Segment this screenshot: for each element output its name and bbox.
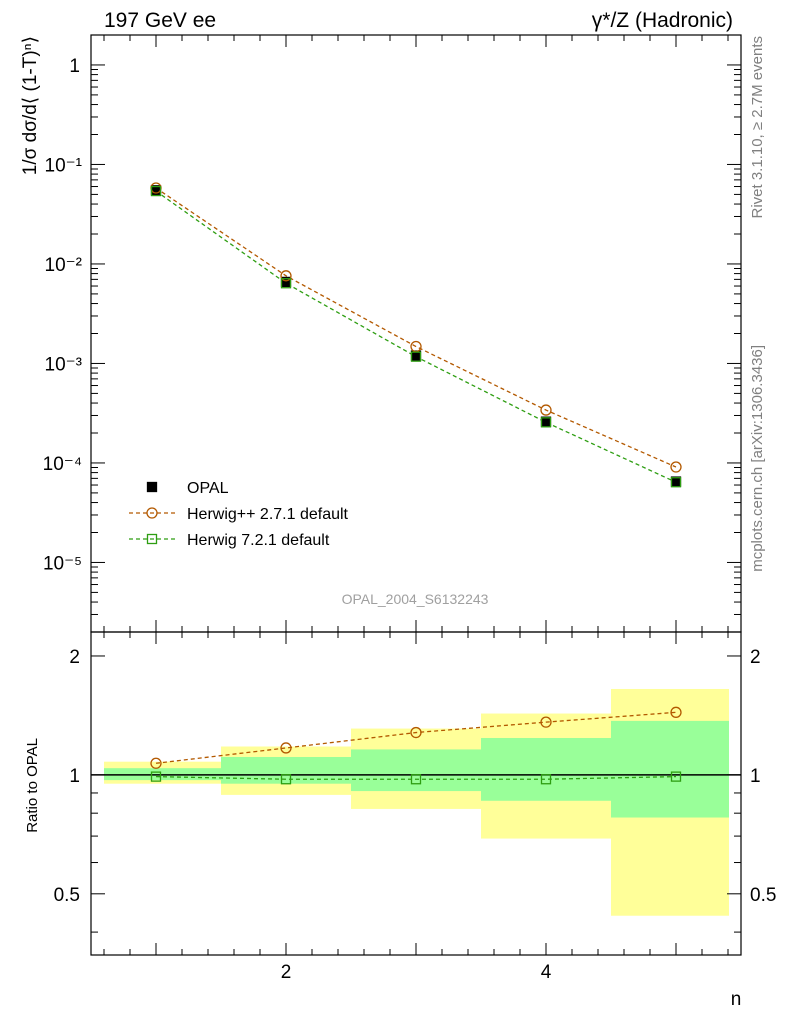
main-y-axis-label: 1/σ dσ/d⟨ (1-T)ⁿ⟩	[20, 36, 41, 175]
herwig7-point	[150, 185, 162, 197]
y-tick-label: 10⁻⁵	[43, 553, 82, 574]
x-tick-label: 2	[281, 962, 292, 983]
herwig7-ratio-point	[540, 774, 552, 785]
left-title: 197 GeV ee	[104, 9, 216, 32]
herwig7-ratio-point	[670, 771, 682, 782]
band-inner-3	[351, 749, 481, 792]
ratio-y-axis-label: Ratio to OPAL	[24, 738, 41, 833]
herwig7-ratio-point	[410, 774, 422, 785]
legend-opal-marker	[146, 481, 158, 493]
herwigpp-ratio-point	[540, 716, 552, 728]
herwigpp-point	[280, 270, 292, 282]
ratio-y-tick-label-right: 0.5	[750, 885, 776, 906]
herwigpp-ratio-point	[410, 726, 422, 739]
y-tick-label: 10⁻²	[45, 255, 83, 276]
herwig7-point	[540, 417, 552, 428]
opal-point	[540, 416, 552, 427]
band-inner-4	[481, 737, 611, 801]
x-tick-label: 4	[541, 962, 552, 983]
y-tick-label: 10⁻³	[45, 354, 83, 375]
analysis-id-label: OPAL_2004_S6132243	[342, 591, 489, 607]
ratio-y-tick-label-left: 0.5	[54, 885, 80, 906]
herwig7-ratio-point	[280, 774, 292, 785]
legend-label: OPAL	[187, 480, 229, 497]
band-inner-2	[221, 756, 351, 784]
herwigpp-ratio-line	[155, 711, 677, 764]
mcplots-label: mcplots.cern.ch [arXiv:1306.3436]	[749, 345, 766, 572]
axes: 2 4 10⁻⁵ 10⁻⁴ 10⁻³ 10⁻² 10⁻¹ 1 0.5 0.5 1 1 2 2	[43, 34, 776, 983]
y-tick-label: 10⁻⁴	[43, 454, 82, 475]
herwig7-main-line	[155, 190, 677, 483]
x-axis-label: n	[731, 989, 742, 1010]
ratio-y-tick-label-left: 2	[69, 647, 80, 668]
ratio-y-tick-label-left: 1	[69, 766, 80, 787]
herwig7-point	[410, 351, 422, 362]
herwigpp-main-line	[155, 187, 677, 468]
rivet-label: Rivet 3.1.10, ≥ 2.7M events	[749, 36, 766, 219]
herwigpp-point	[410, 340, 422, 353]
band-inner-5	[611, 720, 729, 818]
y-tick-label: 10⁻¹	[45, 155, 83, 176]
herwig7-ratio-point	[150, 771, 162, 782]
legend-herwig7-marker	[146, 533, 158, 545]
ratio-uncertainty-bands	[91, 688, 741, 916]
main-panel-series	[150, 182, 682, 488]
legend: OPAL Herwig++ 2.7.1 default Herwig 7.2.1 d…	[129, 480, 349, 549]
ratio-y-tick-label-right: 1	[750, 766, 761, 787]
herwig7-ratio-line	[155, 775, 677, 780]
herwigpp-ratio-point	[150, 757, 162, 769]
herwigpp-ratio-point	[670, 706, 682, 718]
opal-point	[670, 476, 682, 487]
ratio-panel-series	[150, 706, 682, 785]
herwig7-point	[670, 477, 682, 488]
herwigpp-ratio-point	[280, 742, 292, 754]
y-tick-label: 1	[69, 56, 80, 77]
band-inner-1	[104, 768, 221, 781]
legend-label: Herwig++ 2.7.1 default	[187, 506, 349, 523]
ratio-y-tick-label-right: 2	[750, 647, 761, 668]
right-title: γ*/Z (Hadronic)	[592, 9, 733, 32]
herwig7-point	[280, 278, 292, 289]
herwigpp-point	[540, 404, 552, 416]
legend-herwigpp-marker	[146, 507, 158, 519]
herwigpp-point	[670, 461, 682, 473]
legend-label: Herwig 7.2.1 default	[187, 532, 330, 549]
